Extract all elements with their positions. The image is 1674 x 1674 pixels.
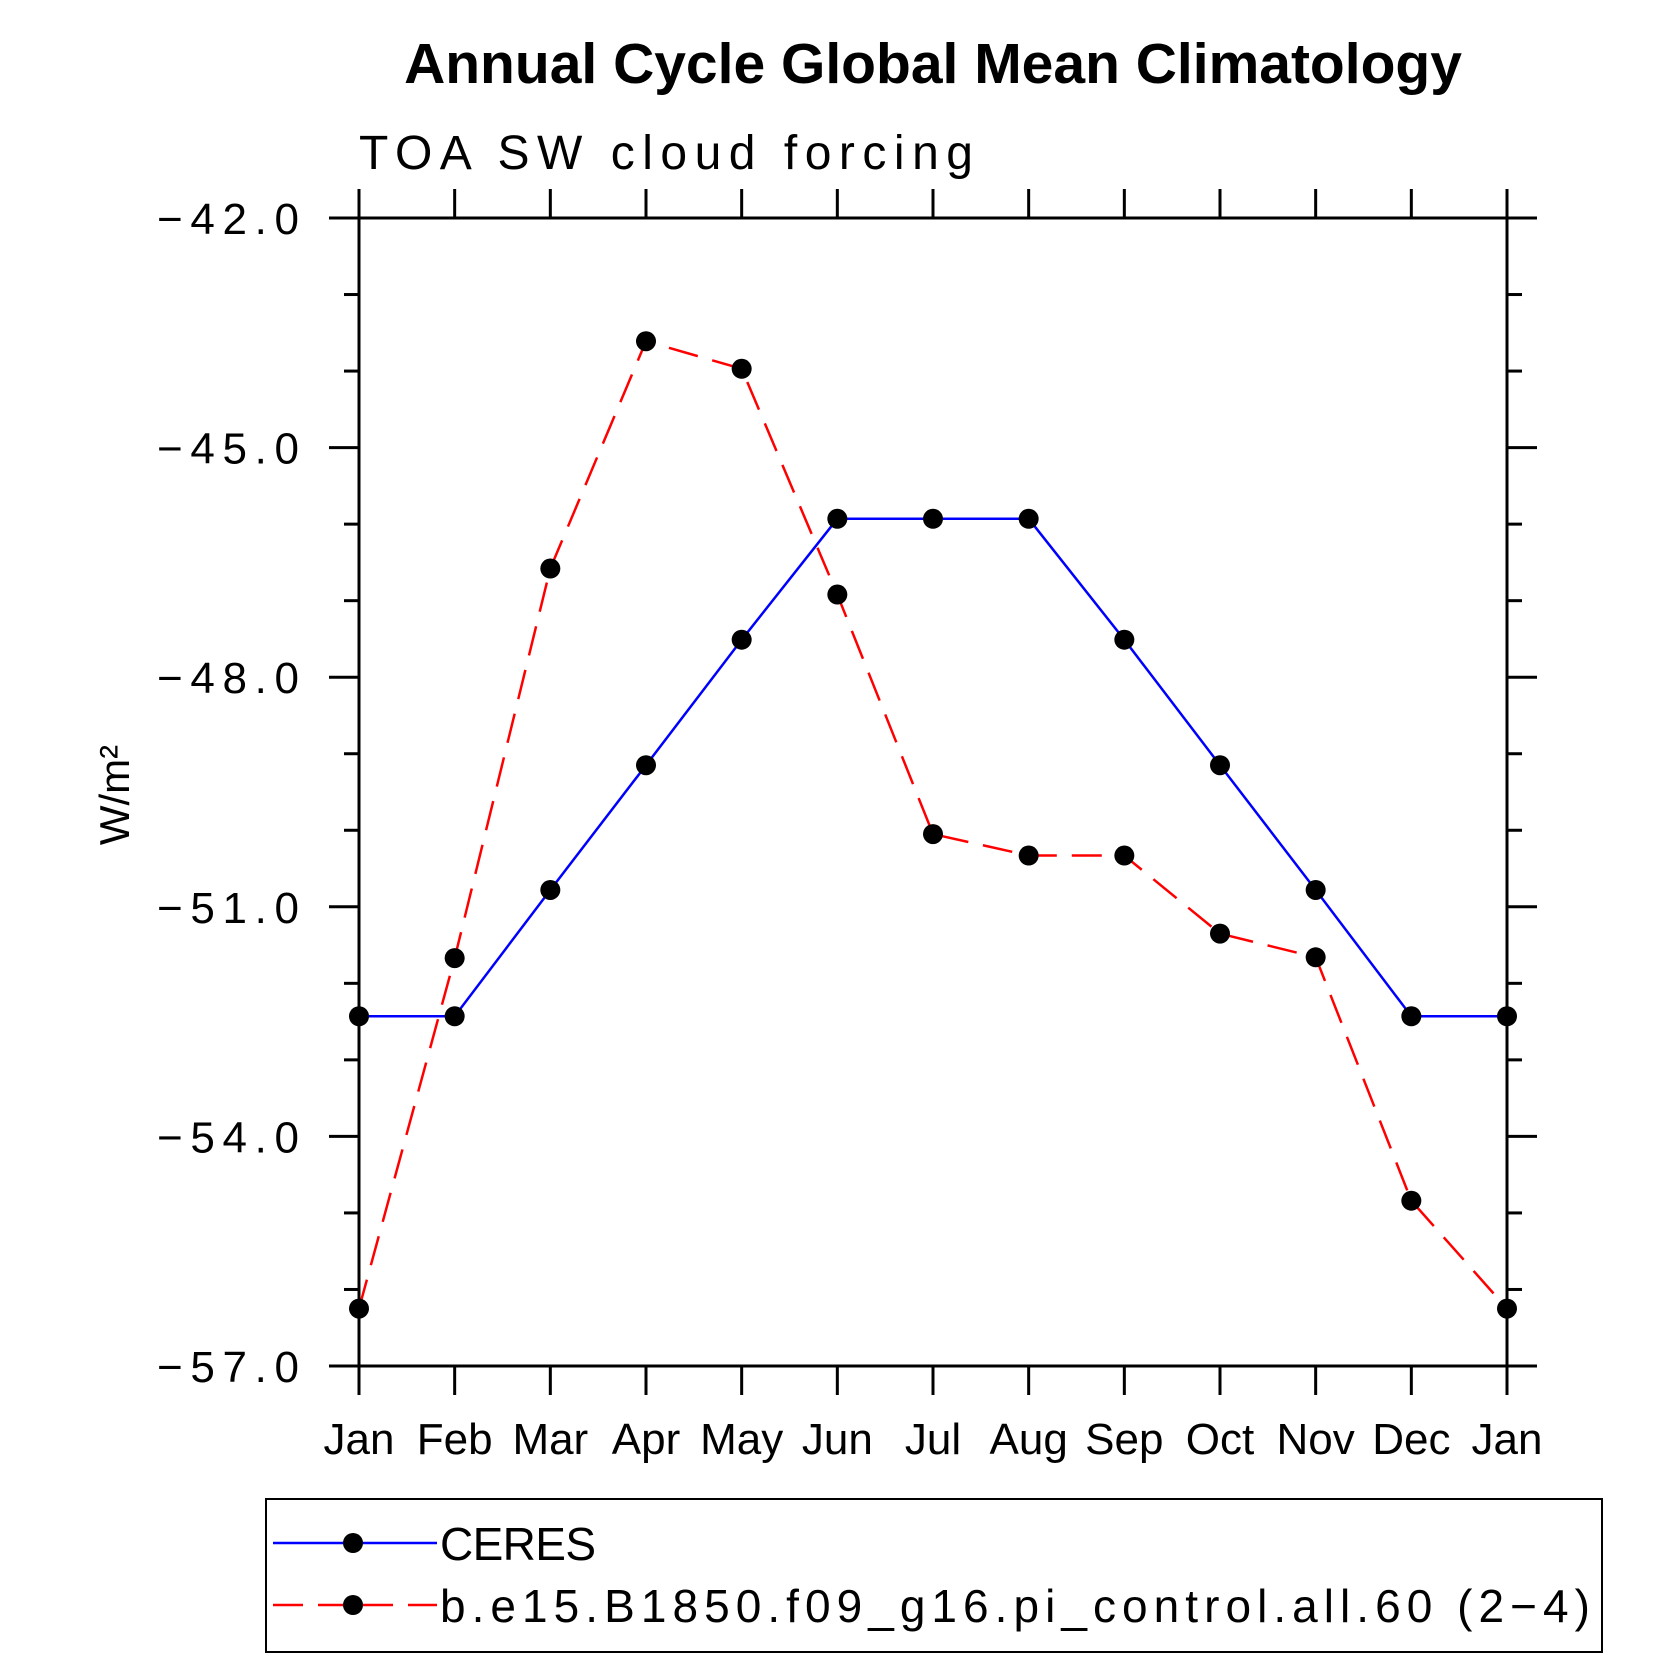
- series-1-point: [1305, 879, 1326, 900]
- legend-label-model: b.e15.B1850.f09_g16.pi_control.all.60 (2…: [440, 1580, 1590, 1632]
- x-tick-label: Feb: [417, 1415, 493, 1464]
- series-2-point: [636, 331, 656, 352]
- x-tick-label: Apr: [612, 1415, 680, 1464]
- x-tick-labels: Jan Feb Mar Apr May Jun Jul Aug Sep Oct Nov Dec Jan: [324, 1415, 1543, 1464]
- series-2-point: [444, 948, 465, 969]
- series-2-point: [827, 584, 848, 605]
- series-2-point: [540, 558, 561, 579]
- chart-subtitle: TOA SW cloud forcing: [359, 127, 973, 180]
- x-tick-label: Jul: [905, 1415, 961, 1464]
- series-1-point: [1210, 755, 1230, 776]
- legend-marker-ceres: [343, 1533, 363, 1553]
- series-1-point: [1114, 629, 1135, 650]
- series-2-point: [349, 1298, 369, 1319]
- y-axis-label: W/m²: [91, 745, 138, 845]
- legend: CERES b.e15.B1850.f09_g16.pi_control.all…: [265, 1498, 1603, 1653]
- series-1-point: [827, 508, 848, 529]
- legend-box: [265, 1498, 1603, 1653]
- axis-ticks: [329, 189, 1537, 1395]
- x-tick-label: Nov: [1277, 1415, 1355, 1464]
- series-1-point: [1497, 1006, 1517, 1027]
- y-tick-labels: −42.0 −45.0 −48.0 −51.0 −54.0 −57.0: [157, 195, 299, 1392]
- x-tick-label: Oct: [1186, 1415, 1254, 1464]
- chart-title: Annual Cycle Global Mean Climatology: [404, 32, 1462, 96]
- y-tick-label: −42.0: [157, 195, 299, 244]
- series-2-point: [1210, 923, 1230, 944]
- x-tick-label: Jun: [802, 1415, 873, 1464]
- x-tick-label: Jan: [324, 1415, 395, 1464]
- legend-label-ceres: CERES: [440, 1518, 596, 1570]
- x-tick-label: Aug: [990, 1415, 1068, 1464]
- x-tick-label: Dec: [1372, 1415, 1450, 1464]
- x-tick-label: May: [700, 1415, 783, 1464]
- legend-marker-model: [343, 1595, 363, 1615]
- series-2-point: [1401, 1190, 1422, 1211]
- x-tick-label: Jan: [1472, 1415, 1543, 1464]
- series-points: [349, 331, 1517, 1319]
- plot-frame: [357, 216, 1509, 1368]
- series-1-point: [540, 879, 561, 900]
- series-2-point: [1114, 845, 1135, 866]
- series-1-point: [731, 629, 752, 650]
- series-2-point: [1497, 1298, 1517, 1319]
- series-2-point: [1018, 845, 1039, 866]
- series-1-point: [1401, 1006, 1422, 1027]
- series-2-point: [1305, 947, 1326, 968]
- legend-entry-ceres: CERES: [273, 1518, 596, 1570]
- x-tick-label: Mar: [512, 1415, 588, 1464]
- x-tick-label: Sep: [1085, 1415, 1163, 1464]
- series-1-point: [349, 1006, 369, 1027]
- series-2-point: [731, 358, 752, 379]
- y-tick-label: −51.0: [157, 884, 299, 933]
- y-tick-label: −45.0: [157, 425, 299, 474]
- legend-entry-model: b.e15.B1850.f09_g16.pi_control.all.60 (2…: [273, 1580, 1590, 1632]
- y-tick-label: −48.0: [157, 654, 299, 703]
- series-1-point: [636, 755, 656, 776]
- y-tick-label: −54.0: [157, 1113, 299, 1162]
- series-1-point: [444, 1006, 465, 1027]
- series-2-point: [923, 824, 943, 845]
- y-tick-label: −57.0: [157, 1343, 299, 1392]
- series-1-line: [359, 517, 1507, 1018]
- series-1-point: [923, 508, 943, 529]
- series-1-point: [1018, 508, 1039, 529]
